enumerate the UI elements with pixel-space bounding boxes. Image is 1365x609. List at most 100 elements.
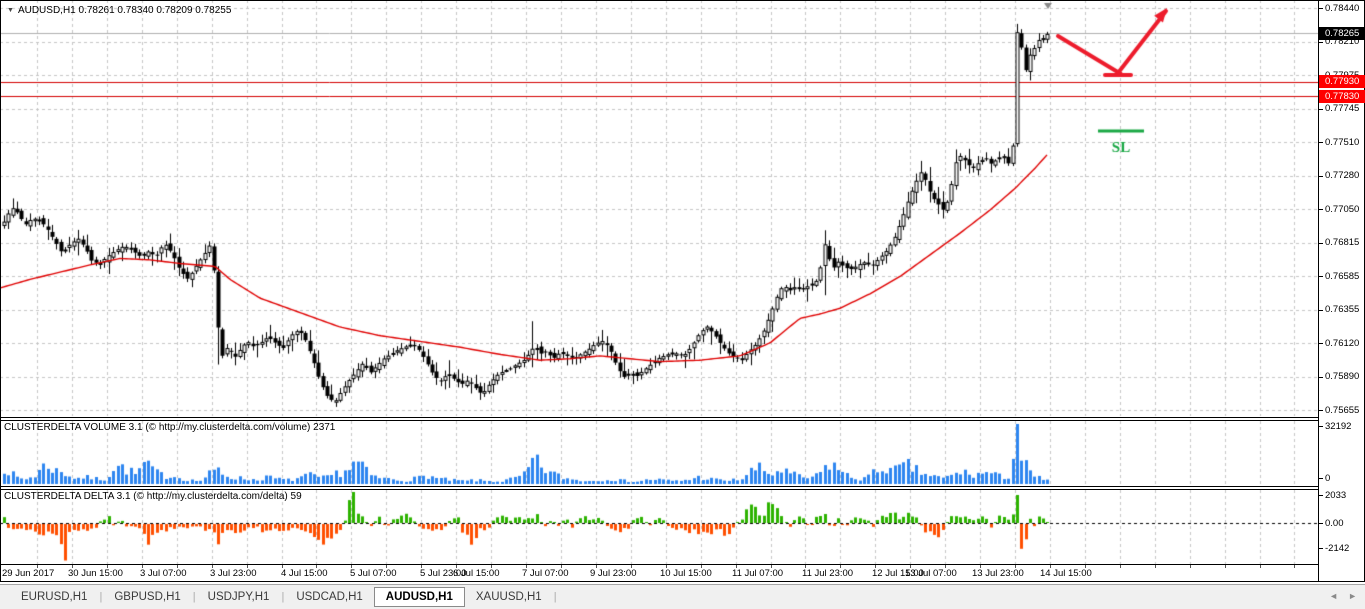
time-axis-tick bbox=[1225, 565, 1226, 568]
chart-tab-eurusd[interactable]: EURUSD,H1 bbox=[21, 591, 88, 603]
price-tick-label: 0.78210 bbox=[1325, 36, 1360, 47]
tab-scroll-left-icon[interactable]: ◄ bbox=[1329, 591, 1339, 601]
volume-scale-max: 32192 bbox=[1325, 420, 1352, 432]
time-axis-label: 30 Jun 15:00 bbox=[68, 568, 123, 579]
chart-border-top bbox=[0, 0, 1365, 1]
delta-scale-min: -2142 bbox=[1325, 542, 1350, 554]
delta-pane-canvas[interactable] bbox=[0, 490, 1318, 564]
time-axis-tick bbox=[282, 565, 283, 568]
chart-title: ▼ AUDUSD,H1 0.78261 0.78340 0.78209 0.782… bbox=[7, 5, 231, 16]
axis-divider bbox=[1318, 0, 1319, 581]
delta-scale-zero: 0.00 bbox=[1325, 517, 1344, 529]
time-axis-tick bbox=[212, 565, 213, 568]
price-axis-tick bbox=[1319, 243, 1323, 244]
price-chart-canvas[interactable] bbox=[0, 0, 1318, 417]
time-axis-label: 5 Jul 07:00 bbox=[350, 568, 397, 579]
time-axis-tick bbox=[247, 565, 248, 568]
time-axis-tick bbox=[1015, 565, 1016, 568]
price-axis-tick bbox=[1319, 109, 1323, 110]
pane-separator[interactable] bbox=[0, 486, 1365, 490]
price-tick-label: 0.77745 bbox=[1325, 103, 1360, 114]
time-axis-tick bbox=[351, 565, 352, 568]
price-axis-tick bbox=[1319, 410, 1323, 411]
time-axis-tick bbox=[1155, 565, 1156, 568]
chart-tab-xauusd[interactable]: XAUUSD,H1 bbox=[475, 591, 542, 603]
delta-pane-header: CLUSTERDELTA DELTA 3.1 (© http://my.clus… bbox=[4, 491, 302, 502]
price-tick-label: 0.76585 bbox=[1325, 270, 1360, 282]
chart-dropdown-icon[interactable]: ▼ bbox=[7, 7, 14, 14]
time-axis-label: 12 Jul 15:00 bbox=[872, 568, 924, 579]
time-axis-tick bbox=[142, 565, 143, 568]
price-tick-label: 0.78440 bbox=[1325, 2, 1360, 14]
price-axis-tick bbox=[1319, 377, 1323, 378]
time-axis-label: 7 Jul 07:00 bbox=[522, 568, 569, 579]
time-axis-label: 6 Jul 15:00 bbox=[453, 568, 500, 579]
chart-tab-audusd[interactable]: AUDUSD,H1 bbox=[373, 587, 465, 607]
price-tick-label: 0.76355 bbox=[1325, 304, 1360, 315]
volume-pane-header: CLUSTERDELTA VOLUME 3.1 (© http://my.clu… bbox=[4, 422, 336, 433]
time-axis-tick bbox=[526, 565, 527, 568]
tab-divider: | bbox=[192, 591, 196, 603]
time-axis-tick bbox=[875, 565, 876, 568]
time-axis-label: 4 Jul 15:00 bbox=[281, 568, 328, 579]
time-axis-tick bbox=[840, 565, 841, 568]
volume-scale-zero: 0 bbox=[1325, 472, 1331, 484]
chart-tab-usdjpy[interactable]: USDJPY,H1 bbox=[207, 591, 270, 603]
time-axis-label: 13 Jul 23:00 bbox=[972, 568, 1024, 579]
price-axis-tick bbox=[1319, 523, 1323, 524]
time-axis-tick bbox=[771, 565, 772, 568]
time-axis-label: 3 Jul 23:00 bbox=[210, 568, 257, 579]
level-price-box: 0.77930 bbox=[1319, 75, 1365, 88]
time-axis-label: 5 Jul 23:00 bbox=[420, 568, 467, 579]
time-axis-tick bbox=[561, 565, 562, 568]
price-tick-label: 0.77050 bbox=[1325, 203, 1360, 215]
price-tick-label: 0.76120 bbox=[1325, 337, 1360, 349]
price-tick-label: 0.76815 bbox=[1325, 237, 1360, 248]
time-axis-tick bbox=[316, 565, 317, 568]
price-axis-tick bbox=[1319, 478, 1323, 479]
time-axis-tick bbox=[701, 565, 702, 568]
time-axis-tick bbox=[456, 565, 457, 568]
price-axis-tick bbox=[1319, 548, 1323, 549]
chart-tab-bar: EURUSD,H1 | GBPUSD,H1 | USDJPY,H1 | USDCAD,H1 A… bbox=[0, 584, 1365, 609]
time-axis-tick bbox=[177, 565, 178, 568]
pane-separator[interactable] bbox=[0, 417, 1365, 421]
tab-divider: | bbox=[99, 591, 103, 603]
time-axis-tick bbox=[910, 565, 911, 568]
time-axis-tick bbox=[1120, 565, 1121, 568]
price-axis[interactable]: 0.784400.782100.779750.777450.775100.772… bbox=[1319, 0, 1365, 581]
chart-tab-gbpusd[interactable]: GBPUSD,H1 bbox=[114, 591, 181, 603]
volume-pane-canvas[interactable] bbox=[0, 421, 1318, 486]
chart-border-left bbox=[0, 0, 1, 582]
time-axis[interactable]: 29 Jun 2017 30 Jun 15:00 3 Jul 07:00 3 Jul … bbox=[0, 564, 1319, 581]
time-axis-tick bbox=[980, 565, 981, 568]
tab-scroll-buttons: ◄ ► bbox=[1329, 589, 1357, 603]
price-axis-tick bbox=[1319, 426, 1323, 427]
time-axis-tick bbox=[1085, 565, 1086, 568]
time-axis-tick bbox=[1050, 565, 1051, 568]
time-axis-label: 14 Jul 15:00 bbox=[1040, 568, 1092, 579]
delta-scale-max: 2033 bbox=[1325, 489, 1347, 501]
price-axis-tick bbox=[1319, 142, 1323, 143]
price-axis-tick bbox=[1319, 310, 1323, 311]
price-axis-tick bbox=[1319, 8, 1323, 9]
time-axis-tick bbox=[596, 565, 597, 568]
time-axis-label: 3 Jul 07:00 bbox=[140, 568, 187, 579]
time-axis-tick bbox=[1190, 565, 1191, 568]
chart-tab-usdcad[interactable]: USDCAD,H1 bbox=[296, 591, 363, 603]
price-tick-label: 0.75890 bbox=[1325, 371, 1360, 382]
time-axis-label: 29 Jun 2017 bbox=[2, 568, 55, 579]
price-axis-tick bbox=[1319, 42, 1323, 43]
tab-scroll-right-icon[interactable]: ► bbox=[1348, 591, 1357, 601]
time-axis-tick bbox=[1260, 565, 1261, 568]
price-tick-label: 0.77510 bbox=[1325, 136, 1360, 148]
time-axis-label: 9 Jul 23:00 bbox=[590, 568, 637, 579]
time-axis-tick bbox=[945, 565, 946, 568]
price-tick-label: 0.77280 bbox=[1325, 170, 1360, 181]
time-axis-tick bbox=[736, 565, 737, 568]
tab-divider: | bbox=[281, 591, 285, 603]
time-axis-label: 11 Jul 07:00 bbox=[732, 568, 784, 579]
chart-title-text: AUDUSD,H1 0.78261 0.78340 0.78209 0.7825… bbox=[17, 5, 232, 16]
time-axis-tick bbox=[631, 565, 632, 568]
